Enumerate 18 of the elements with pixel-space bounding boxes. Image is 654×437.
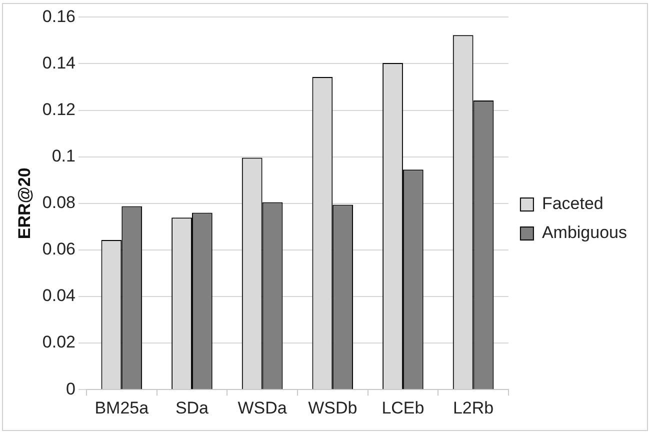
y-tick-label: 0.04 <box>42 286 76 306</box>
y-axis-title: ERR@20 <box>14 168 34 240</box>
y-tick-label: 0.02 <box>42 332 76 352</box>
y-tick-label: 0.16 <box>42 6 76 26</box>
x-tick-label: WSDb <box>308 398 358 418</box>
y-tick-label: 0.06 <box>42 240 76 259</box>
x-tick-label: LCEb <box>382 398 424 418</box>
y-tick-label: 0 <box>66 379 76 398</box>
x-tick-label: L2Rb <box>452 398 494 418</box>
legend-label: Faceted <box>542 194 604 214</box>
legend-label: Ambiguous <box>542 223 628 242</box>
x-tick-label: SDa <box>175 398 210 418</box>
x-tick-label: BM25a <box>94 398 150 418</box>
y-tick-label: 0.1 <box>52 146 76 166</box>
y-tick-label: 0.12 <box>42 100 76 119</box>
y-tick-label: 0.14 <box>42 53 76 72</box>
y-tick-label: 0.08 <box>42 193 76 212</box>
x-tick-label: WSDa <box>238 398 288 418</box>
